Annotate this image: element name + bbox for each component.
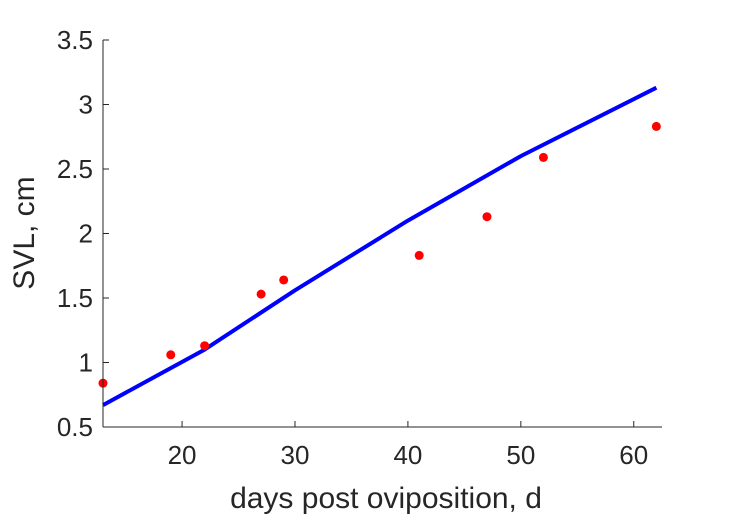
y-tick-label: 1: [79, 348, 93, 378]
y-tick-label: 3.5: [57, 25, 93, 55]
x-axis-label: days post oviposition, d: [230, 482, 542, 515]
data-point: [414, 250, 424, 260]
data-point: [482, 212, 492, 222]
x-tick-label: 60: [619, 440, 648, 470]
y-tick-label: 1.5: [57, 283, 93, 313]
y-tick-label: 2.5: [57, 154, 93, 184]
y-axis-label: SVL, cm: [8, 176, 41, 289]
y-tick-label: 0.5: [57, 412, 93, 442]
x-tick-label: 30: [281, 440, 310, 470]
data-point: [166, 350, 176, 360]
data-point: [651, 121, 661, 131]
y-axis-ticks: 0.5 1 1.5 2 2.5 3 3.5: [57, 25, 109, 442]
x-tick-label: 20: [168, 440, 197, 470]
data-point: [200, 341, 210, 351]
y-tick-label: 3: [79, 90, 93, 120]
y-tick-label: 2: [79, 219, 93, 249]
x-tick-label: 40: [393, 440, 422, 470]
data-point: [279, 275, 289, 285]
data-point: [538, 152, 548, 162]
data-point: [256, 289, 266, 299]
series-layer: [98, 85, 661, 407]
x-tick-label: 50: [506, 440, 535, 470]
x-axis-ticks: 20 30 40 50 60: [168, 421, 648, 470]
fit-line: [102, 85, 658, 407]
